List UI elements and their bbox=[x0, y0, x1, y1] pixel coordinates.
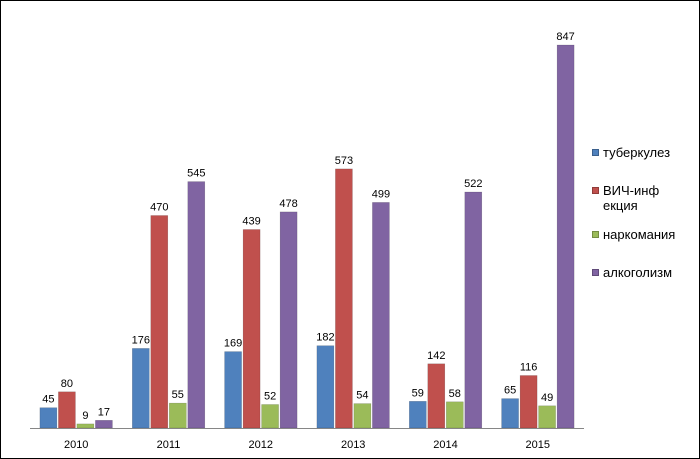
data-label: 573 bbox=[335, 155, 353, 167]
bar bbox=[538, 405, 556, 429]
legend-label: туберкулез bbox=[603, 145, 671, 160]
bar bbox=[353, 403, 372, 429]
bar bbox=[132, 348, 150, 429]
data-label: 116 bbox=[520, 362, 538, 374]
data-label: 59 bbox=[412, 387, 424, 399]
bar bbox=[335, 168, 353, 429]
x-tick-label: 2013 bbox=[341, 439, 365, 451]
legend-label: наркомания bbox=[603, 227, 676, 242]
legend-item-drug-addiction: наркомания bbox=[592, 227, 683, 242]
data-label: 80 bbox=[61, 378, 73, 390]
bar bbox=[58, 391, 76, 429]
data-label: 499 bbox=[372, 188, 390, 200]
data-label: 55 bbox=[172, 389, 184, 401]
data-label: 9 bbox=[82, 410, 88, 422]
bar bbox=[519, 375, 538, 429]
data-label: 847 bbox=[556, 31, 574, 43]
legend-swatch-tuberculosis bbox=[592, 149, 599, 156]
bar bbox=[39, 407, 58, 429]
legend-swatch-drug-addiction bbox=[592, 231, 599, 238]
x-tick-label: 2015 bbox=[526, 439, 550, 451]
data-label: 65 bbox=[504, 385, 516, 397]
bar bbox=[556, 44, 575, 429]
data-label: 439 bbox=[242, 216, 260, 228]
bar bbox=[427, 363, 446, 429]
data-label: 182 bbox=[316, 332, 334, 344]
legend-item-alcoholism: алкоголизм bbox=[592, 265, 683, 280]
legend-swatch-alcoholism bbox=[592, 269, 599, 276]
data-label: 545 bbox=[187, 168, 205, 180]
bar bbox=[224, 351, 242, 429]
data-label: 52 bbox=[264, 391, 276, 403]
bar bbox=[169, 402, 187, 429]
data-label: 17 bbox=[98, 406, 110, 418]
data-label: 49 bbox=[541, 392, 553, 404]
bar bbox=[242, 229, 261, 429]
data-label: 58 bbox=[449, 388, 461, 400]
legend-swatch-hiv bbox=[592, 187, 599, 194]
data-label: 142 bbox=[427, 350, 445, 362]
bar bbox=[279, 211, 298, 429]
data-label: 478 bbox=[279, 198, 297, 210]
bars-layer bbox=[39, 44, 575, 429]
bar bbox=[95, 420, 113, 429]
bar bbox=[464, 191, 483, 429]
bar bbox=[187, 181, 206, 429]
bar bbox=[150, 215, 169, 429]
bar bbox=[76, 423, 95, 429]
data-label: 176 bbox=[132, 334, 150, 346]
x-tick-label: 2010 bbox=[64, 439, 88, 451]
x-tick-labels: 2010 2011 2012 2013 2014 2015 bbox=[64, 439, 550, 451]
data-label: 54 bbox=[356, 390, 368, 402]
data-label: 45 bbox=[42, 394, 54, 406]
x-tick-label: 2014 bbox=[433, 439, 457, 451]
data-label: 169 bbox=[224, 338, 242, 350]
data-label: 522 bbox=[464, 178, 482, 190]
bar bbox=[446, 401, 464, 429]
bar bbox=[316, 345, 335, 429]
x-tick-label: 2012 bbox=[249, 439, 273, 451]
bar bbox=[501, 398, 519, 429]
bar bbox=[409, 401, 427, 429]
data-labels-layer: 45 80 9 17 176 470 55 545 169 439 52 478 182 573 54 499… bbox=[42, 31, 575, 422]
legend-label: алкоголизм bbox=[603, 265, 673, 280]
bar bbox=[372, 202, 390, 429]
legend-item-tuberculosis: туберкулез bbox=[592, 145, 683, 160]
legend-item-hiv: ВИЧ-инфекция bbox=[592, 183, 665, 213]
legend-label: ВИЧ-инфекция bbox=[603, 183, 660, 213]
bar bbox=[261, 404, 279, 429]
x-tick-label: 2011 bbox=[157, 439, 181, 451]
data-label: 470 bbox=[150, 202, 168, 214]
